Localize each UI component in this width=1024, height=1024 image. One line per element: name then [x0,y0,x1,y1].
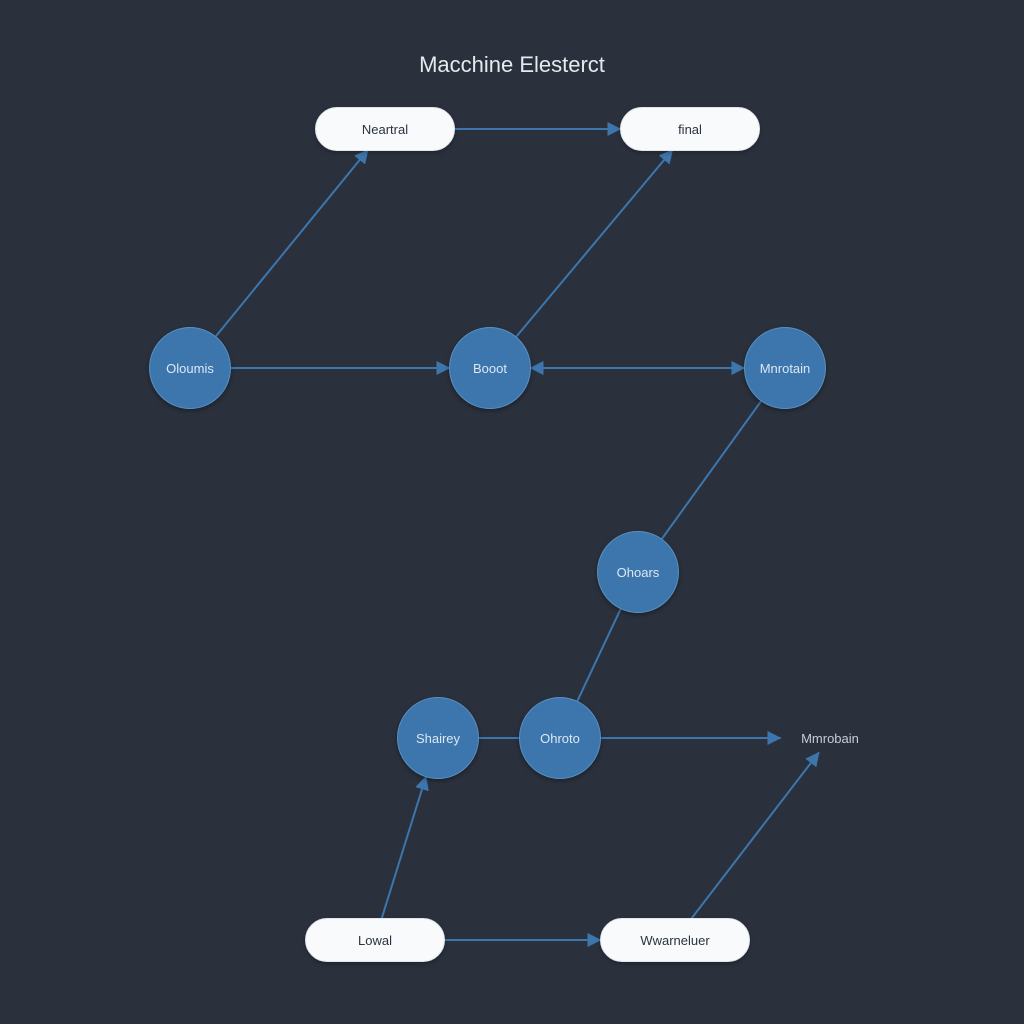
node-monitor[interactable]: Mmrobain [780,723,880,753]
node-final[interactable]: final [620,107,760,151]
node-wander[interactable]: Wwarneluer [600,918,750,962]
node-columns[interactable]: Oloumis [149,327,231,409]
node-neutral[interactable]: Neartral [315,107,455,151]
edge-maintain-to-charts [662,401,761,538]
node-sharing[interactable]: Shairey [397,697,479,779]
node-boost[interactable]: Booot [449,327,531,409]
node-maintain[interactable]: Mnrotain [744,327,826,409]
diagram-title: Macchine Elesterct [0,52,1024,78]
node-local[interactable]: Lowal [305,918,445,962]
node-charts[interactable]: Ohoars [597,531,679,613]
node-onto[interactable]: Ohroto [519,697,601,779]
edge-local-to-sharing [382,777,426,918]
edges-layer [0,0,1024,1024]
edge-columns-to-neutral [216,150,368,336]
diagram-canvas: Macchine Elesterct Neartral final Oloumis B… [0,0,1024,1024]
edge-wander-to-monitor [692,753,819,919]
edge-boost-to-final [516,150,672,336]
edge-charts-to-onto [577,609,620,701]
